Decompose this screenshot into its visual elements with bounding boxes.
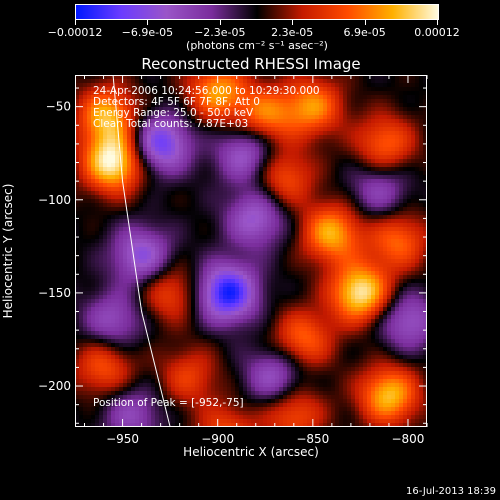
x-axis-tick-label: −850: [296, 432, 329, 446]
colorbar-tick: [437, 20, 438, 25]
colorbar-gradient: [76, 5, 438, 19]
footer-timestamp: 16-Jul-2013 18:39: [405, 486, 496, 497]
y-axis-label: Heliocentric Y (arcsec): [1, 183, 15, 319]
annotation-detectors: Detectors: 4F 5F 6F 7F 8F, Att 0: [93, 96, 260, 108]
colorbar: [75, 4, 439, 20]
colorbar-tick-label: 2.3e-05: [271, 26, 314, 39]
colorbar-tick: [75, 20, 76, 25]
x-axis-tick-label: −800: [391, 432, 424, 446]
colorbar-tick-label: 0.00012: [414, 26, 460, 39]
solar-limb-line: [112, 75, 171, 427]
annotation-energy-range: Energy Range: 25.0 - 50.0 keV: [93, 107, 254, 119]
y-axis-tick-label: −150: [38, 286, 71, 300]
colorbar-tick-label: 6.9e-05: [343, 26, 386, 39]
x-axis-tick-label: −950: [106, 432, 139, 446]
chart-title: Reconstructed RHESSI Image: [141, 55, 361, 73]
annotation-clean-counts: Clean Total counts: 7.87E+03: [93, 118, 249, 130]
y-axis-tick-label: −50: [46, 100, 71, 114]
heatmap-image: [75, 75, 427, 427]
colorbar-tick-labels: −0.00012 −6.9e-05 −2.3e-05 2.3e-05 6.9e-05 0.…: [0, 27, 500, 39]
colorbar-tick: [219, 20, 221, 25]
colorbar-tick-label: −2.3e-05: [194, 26, 246, 39]
annotation-peak-position: Position of Peak = [-952,-75]: [93, 397, 244, 409]
colorbar-tick-label: −6.9e-05: [121, 26, 174, 39]
heatmap-area: 24-Apr-2006 10:24:56.000 to 10:29:30.000…: [75, 75, 427, 427]
colorbar-tick: [292, 20, 294, 25]
heatmap-overlay: [112, 75, 171, 427]
colorbar-tick: [364, 20, 366, 25]
colorbar-ticks: [75, 20, 439, 26]
colorbar-tick: [147, 20, 149, 25]
x-axis-tick-label: −900: [201, 432, 234, 446]
colorbar-tick-label: −0.00012: [47, 26, 103, 39]
x-axis-label: Heliocentric X (arcsec): [183, 445, 319, 459]
annotation-time-range: 24-Apr-2006 10:24:56.000 to 10:29:30.000: [93, 85, 320, 97]
y-axis-tick-label: −200: [38, 379, 71, 393]
y-axis-tick-label: −100: [38, 193, 71, 207]
colorbar-unit-label: (photons cm⁻² s⁻¹ asec⁻²): [186, 39, 328, 52]
